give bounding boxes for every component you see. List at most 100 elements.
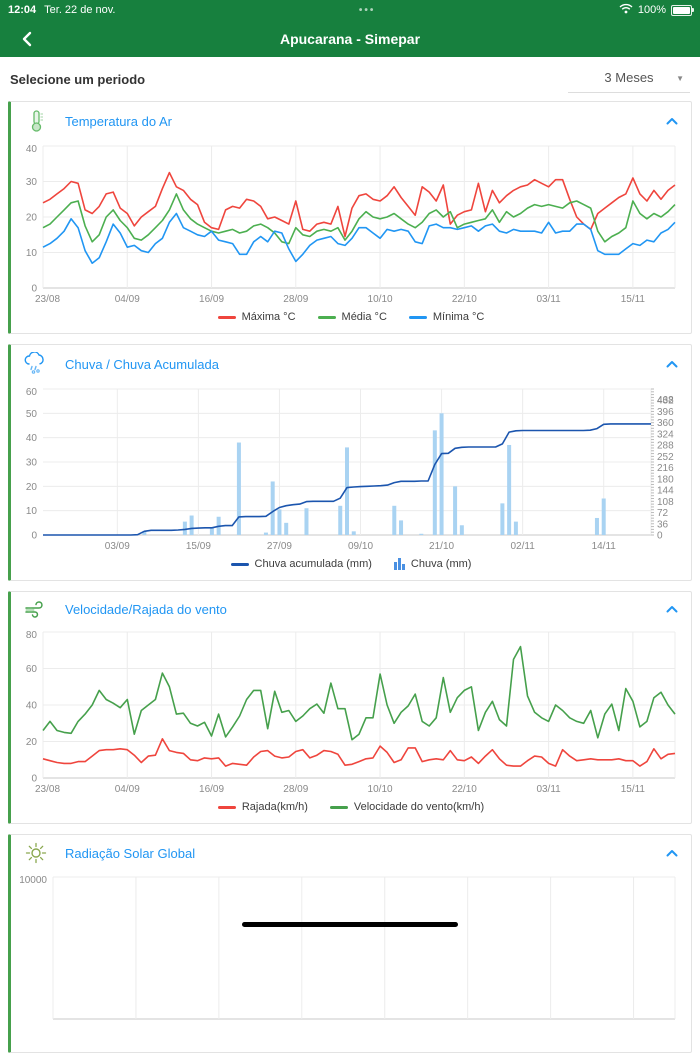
- temperature-chart: 0 10 20 30 40 23/08 04/09 16/09 28/09 10/10 22/10 0…: [15, 138, 687, 306]
- legend-label: Chuva acumulada (mm): [254, 558, 372, 570]
- wifi-icon: [619, 3, 633, 17]
- svg-text:252: 252: [657, 452, 674, 463]
- period-select[interactable]: 3 Meses ▼: [568, 66, 690, 93]
- legend-item: Velocidade do vento(km/h): [329, 801, 485, 813]
- line-glyph-icon: [230, 562, 249, 566]
- svg-text:20: 20: [26, 737, 38, 748]
- battery-icon: [671, 4, 694, 16]
- page-title: Apucarana - Simepar: [279, 30, 421, 47]
- chevron-up-icon[interactable]: [665, 359, 679, 369]
- legend-item: Chuva (mm): [393, 558, 472, 570]
- svg-text:04/09: 04/09: [115, 294, 140, 305]
- svg-text:396: 396: [657, 407, 674, 418]
- status-bar: 12:04 Ter. 22 de nov. ••• 100%: [0, 0, 700, 20]
- card-temperatura: Temperatura do Ar 0 10 20 30 40 23/08 04/09 16/…: [8, 101, 692, 334]
- multitask-dots-icon: •••: [358, 4, 376, 16]
- svg-text:04/09: 04/09: [115, 784, 140, 795]
- card-temperatura-header[interactable]: Temperatura do Ar: [11, 102, 691, 138]
- rain-legend: Chuva acumulada (mm) Chuva (mm): [11, 553, 691, 580]
- svg-text:40: 40: [26, 144, 38, 155]
- status-time: 12:04: [8, 4, 37, 16]
- card-chuva-header[interactable]: Chuva / Chuva Acumulada: [11, 345, 691, 381]
- svg-text:72: 72: [657, 508, 669, 519]
- card-title-temperatura: Temperatura do Ar: [65, 113, 172, 129]
- wind-legend: Rajada(km/h) Velocidade do vento(km/h): [11, 796, 691, 823]
- svg-text:288: 288: [657, 441, 674, 452]
- legend-label: Rajada(km/h): [241, 801, 308, 813]
- chevron-up-icon[interactable]: [665, 116, 679, 126]
- svg-text:15/09: 15/09: [186, 541, 211, 552]
- svg-text:28/09: 28/09: [283, 784, 308, 795]
- svg-text:10: 10: [26, 248, 38, 259]
- svg-text:14/11: 14/11: [592, 541, 617, 552]
- svg-text:03/09: 03/09: [105, 541, 130, 552]
- card-vento: Velocidade/Rajada do vento 0 20 40 60 80 23/0…: [8, 591, 692, 824]
- chevron-up-icon[interactable]: [665, 848, 679, 858]
- svg-text:10/10: 10/10: [368, 784, 393, 795]
- svg-text:60: 60: [26, 664, 38, 675]
- radiation-chart: 10000: [15, 869, 687, 1037]
- svg-text:22/10: 22/10: [452, 294, 477, 305]
- status-date: Ter. 22 de nov.: [44, 4, 116, 16]
- legend-label: Velocidade do vento(km/h): [353, 801, 485, 813]
- legend-item: Máxima °C: [217, 311, 296, 323]
- svg-text:108: 108: [657, 497, 674, 508]
- svg-text:22/10: 22/10: [452, 784, 477, 795]
- period-row: Selecione um periodo 3 Meses ▼: [0, 57, 700, 101]
- card-chuva: Chuva / Chuva Acumulada 0 10 20 30 40 50 60 03/…: [8, 344, 692, 581]
- legend-label: Máxima °C: [241, 311, 296, 323]
- legend-label: Chuva (mm): [410, 558, 472, 570]
- battery-percent: 100%: [637, 4, 666, 16]
- line-glyph-icon: [329, 805, 348, 809]
- svg-text:16/09: 16/09: [199, 784, 224, 795]
- legend-item: Rajada(km/h): [217, 801, 308, 813]
- svg-text:36: 36: [657, 519, 669, 530]
- chevron-up-icon[interactable]: [665, 604, 679, 614]
- svg-text:02/11: 02/11: [510, 541, 535, 552]
- card-title-radiacao: Radiação Solar Global: [65, 845, 196, 861]
- svg-text:20: 20: [26, 213, 38, 224]
- svg-text:30: 30: [26, 177, 38, 188]
- rain-chart: 0 10 20 30 40 50 60 03/09 15/09 27/09 09/10 21/10 02…: [15, 381, 687, 553]
- legend-item: Chuva acumulada (mm): [230, 558, 372, 570]
- svg-text:20: 20: [26, 482, 38, 493]
- svg-text:15/11: 15/11: [621, 294, 646, 305]
- legend-label: Mínima °C: [432, 311, 485, 323]
- legend-item: Média °C: [317, 311, 387, 323]
- svg-text:144: 144: [657, 486, 674, 497]
- svg-text:40: 40: [26, 701, 38, 712]
- svg-text:15/11: 15/11: [621, 784, 646, 795]
- card-radiacao-header[interactable]: Radiação Solar Global: [11, 835, 691, 869]
- sun-icon: [23, 842, 49, 864]
- line-glyph-icon: [217, 315, 236, 319]
- svg-text:23/08: 23/08: [35, 784, 60, 795]
- svg-text:0: 0: [31, 284, 37, 295]
- card-radiacao: Radiação Solar Global 10000: [8, 834, 692, 1053]
- svg-text:03/11: 03/11: [536, 784, 561, 795]
- svg-text:10: 10: [26, 506, 38, 517]
- line-glyph-icon: [408, 315, 427, 319]
- svg-text:360: 360: [657, 418, 674, 429]
- svg-text:0: 0: [31, 774, 37, 785]
- line-glyph-icon: [217, 805, 236, 809]
- legend-label: Média °C: [341, 311, 387, 323]
- back-button[interactable]: [14, 26, 40, 52]
- wind-icon: [23, 599, 49, 619]
- wind-chart: 0 20 40 60 80 23/08 04/09 16/09 28/09 10/10 22/10 0…: [15, 624, 687, 796]
- card-vento-header[interactable]: Velocidade/Rajada do vento: [11, 592, 691, 624]
- svg-text:40: 40: [26, 433, 38, 444]
- svg-text:180: 180: [657, 474, 674, 485]
- card-title-vento: Velocidade/Rajada do vento: [65, 601, 227, 617]
- card-title-chuva: Chuva / Chuva Acumulada: [65, 356, 219, 372]
- svg-text:16/09: 16/09: [199, 294, 224, 305]
- svg-text:30: 30: [26, 458, 38, 469]
- home-indicator[interactable]: [242, 922, 458, 927]
- svg-text:216: 216: [657, 463, 674, 474]
- svg-text:50: 50: [26, 409, 38, 420]
- thermometer-icon: [23, 109, 49, 133]
- svg-text:09/10: 09/10: [348, 541, 373, 552]
- svg-text:324: 324: [657, 429, 674, 440]
- svg-text:468: 468: [657, 395, 674, 406]
- period-select-value: 3 Meses: [604, 69, 654, 85]
- period-label: Selecione um periodo: [10, 71, 146, 87]
